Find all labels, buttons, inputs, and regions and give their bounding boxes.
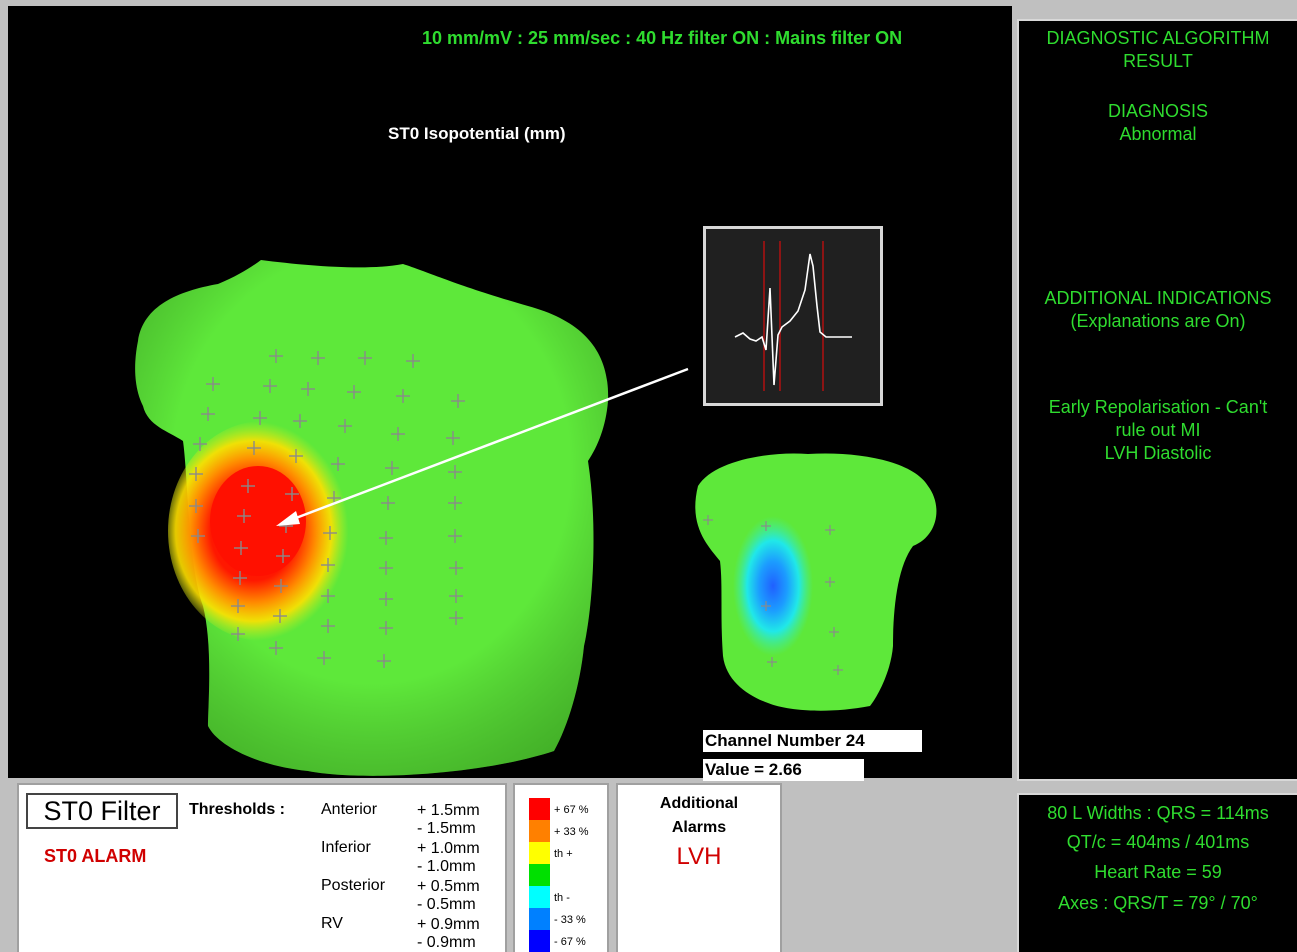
threshold-anterior: + 1.5mm - 1.5mm: [417, 802, 480, 837]
diagnostic-panel: DIAGNOSTIC ALGORITHM RESULT DIAGNOSIS Ab…: [1017, 19, 1297, 781]
st-filter-panel: ST0 Filter ST0 ALARM Thresholds : Anteri…: [17, 783, 507, 952]
back-torso-map: [695, 453, 937, 711]
axes: Axes : QRS/T = 79° / 70°: [1058, 893, 1258, 913]
qrs-width: 80 L Widths : QRS = 114ms: [1047, 803, 1269, 823]
indication-line: Early Repolarisation - Can't: [1048, 397, 1268, 417]
torso-maps: [135, 226, 937, 776]
additional-alarms-title: Additional: [659, 795, 739, 812]
scale-swatch: [529, 886, 550, 908]
thresholds-label: Thresholds :: [189, 801, 286, 818]
pointer-arrow-icon: [276, 367, 689, 526]
indication-line: LVH Diastolic: [1104, 443, 1212, 463]
st0-alarm: ST0 ALARM: [44, 846, 147, 866]
scale-label: th +: [554, 848, 573, 860]
scale-swatch: [529, 930, 550, 952]
scale-label: + 67 %: [554, 804, 589, 816]
front-torso-map: [135, 260, 609, 776]
additional-indications-title: ADDITIONAL INDICATIONS: [1044, 288, 1272, 308]
scale-label: + 33 %: [554, 826, 589, 838]
qt-interval: QT/c = 404ms / 401ms: [1066, 832, 1250, 852]
st0-filter-button[interactable]: ST0 Filter: [26, 793, 178, 829]
threshold-posterior: + 0.5mm - 0.5mm: [417, 878, 480, 913]
measurements-panel: 80 L Widths : QRS = 114ms QT/c = 404ms /…: [1017, 793, 1297, 952]
scale-label: - 67 %: [554, 936, 586, 948]
scale-swatch: [529, 864, 550, 886]
scale-swatch: [529, 842, 550, 864]
scale-swatch: [529, 908, 550, 930]
explanations-status: (Explanations are On): [1070, 311, 1246, 331]
electrode-cross-icon: [189, 349, 465, 668]
algorithm-subtitle: RESULT: [1123, 51, 1193, 71]
threshold-inferior: + 1.0mm - 1.0mm: [417, 840, 480, 875]
site-rv: RV: [321, 915, 343, 932]
heart-rate: Heart Rate = 59: [1094, 862, 1222, 882]
diagnosis-value: Abnormal: [1119, 124, 1197, 144]
scale-label: - 33 %: [554, 914, 586, 926]
site-posterior: Posterior: [321, 877, 386, 894]
threshold-rv: + 0.9mm - 0.9mm: [417, 916, 480, 951]
site-inferior: Inferior: [321, 839, 371, 856]
map-title: ST0 Isopotential (mm): [388, 124, 566, 143]
scale-swatch: [529, 820, 550, 842]
ecg-waveform-icon[interactable]: [703, 226, 883, 406]
recording-settings: 10 mm/mV : 25 mm/sec : 40 Hz filter ON :…: [422, 28, 903, 48]
channel-number: Channel Number 24: [703, 730, 922, 752]
algorithm-title: DIAGNOSTIC ALGORITHM: [1046, 28, 1270, 48]
map-display-panel: 10 mm/mV : 25 mm/sec : 40 Hz filter ON :…: [8, 6, 1012, 781]
electrode-cross-icon: [703, 515, 843, 675]
scale-swatch: [529, 798, 550, 820]
scale-label: th -: [554, 892, 570, 904]
additional-alarms-subtitle: Alarms: [671, 819, 727, 836]
channel-value: Value = 2.66: [703, 759, 864, 781]
additional-alarms-panel: Additional Alarms LVH: [616, 783, 782, 952]
additional-alarm-value: LVH: [676, 843, 722, 870]
color-scale-legend: + 67 % + 33 % th + th - - 33 % - 67 %: [513, 783, 609, 952]
site-anterior: Anterior: [321, 801, 378, 818]
indication-line: rule out MI: [1115, 420, 1201, 440]
diagnosis-label: DIAGNOSIS: [1107, 101, 1209, 121]
